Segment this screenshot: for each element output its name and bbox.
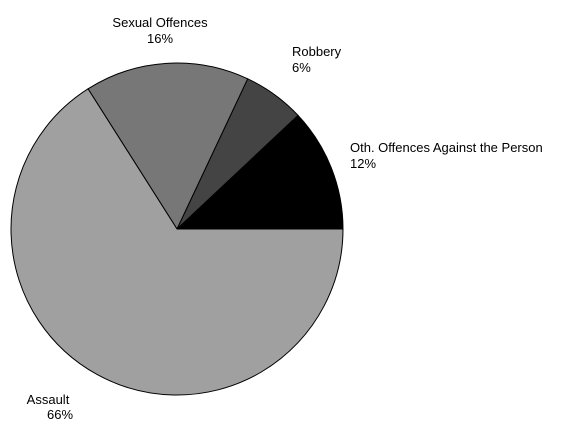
slice-label-name: Oth. Offences Against the Person <box>350 140 543 155</box>
slice-label-percent: 12% <box>350 156 376 171</box>
slice-labels: Oth. Offences Against the Person 12% Rob… <box>27 15 543 421</box>
pie-slices <box>10 62 344 396</box>
pie-slice-sexual-offences <box>87 62 249 231</box>
pie-slice-oth-offences-against-the-person <box>175 114 344 230</box>
slice-label-name: Sexual Offences <box>112 15 208 30</box>
slice-label-name: Robbery <box>292 44 342 59</box>
pie-slice-assault <box>10 88 344 396</box>
slice-label-percent: 66% <box>47 407 73 421</box>
slice-label-percent: 6% <box>292 60 311 75</box>
slice-label-name: Assault <box>27 392 70 407</box>
slice-label-percent: 16% <box>147 31 173 46</box>
